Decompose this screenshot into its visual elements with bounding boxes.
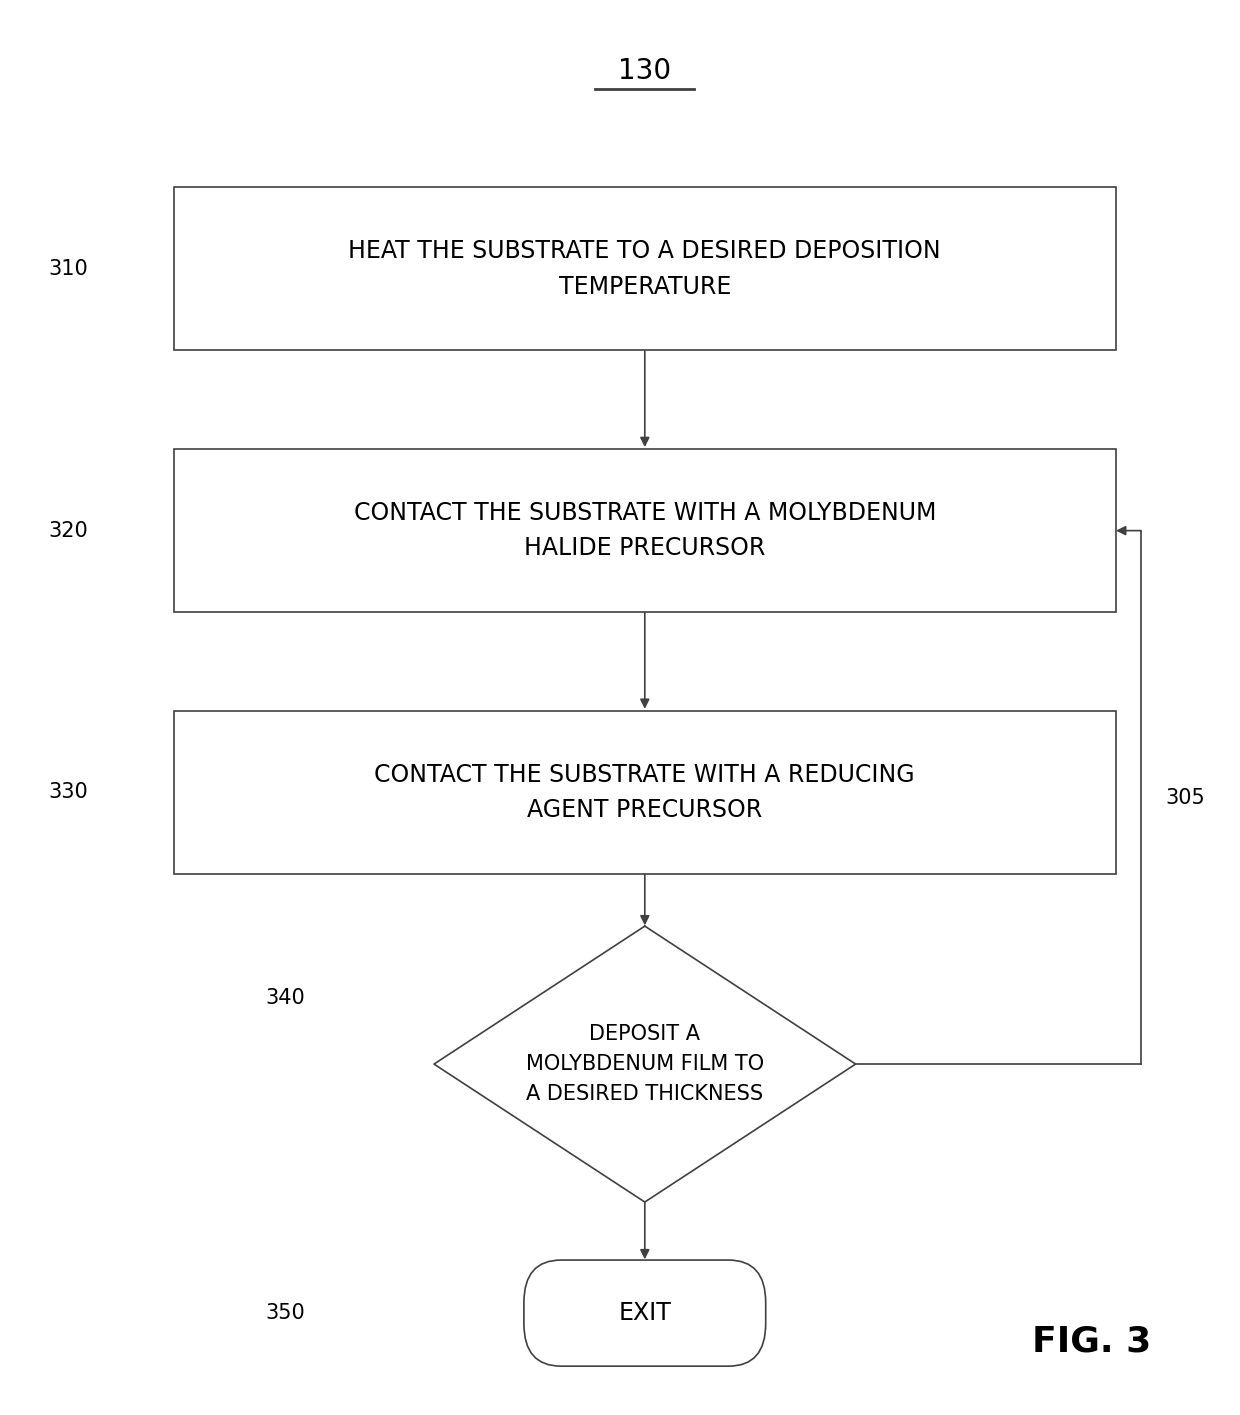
Text: 330: 330 [48,782,88,802]
Text: 310: 310 [48,259,88,279]
Text: CONTACT THE SUBSTRATE WITH A REDUCING
AGENT PRECURSOR: CONTACT THE SUBSTRATE WITH A REDUCING AG… [374,763,915,822]
Text: 350: 350 [265,1303,305,1323]
Text: 340: 340 [265,988,305,1007]
FancyBboxPatch shape [174,187,1116,350]
Text: 320: 320 [48,521,88,541]
Text: 305: 305 [1166,788,1205,808]
FancyBboxPatch shape [174,450,1116,611]
FancyBboxPatch shape [523,1261,765,1367]
Text: HEAT THE SUBSTRATE TO A DESIRED DEPOSITION
TEMPERATURE: HEAT THE SUBSTRATE TO A DESIRED DEPOSITI… [348,239,941,299]
Text: FIG. 3: FIG. 3 [1032,1324,1151,1358]
Text: 130: 130 [619,57,671,85]
Text: CONTACT THE SUBSTRATE WITH A MOLYBDENUM
HALIDE PRECURSOR: CONTACT THE SUBSTRATE WITH A MOLYBDENUM … [353,501,936,560]
Text: EXIT: EXIT [619,1302,671,1324]
FancyBboxPatch shape [174,712,1116,874]
Text: DEPOSIT A
MOLYBDENUM FILM TO
A DESIRED THICKNESS: DEPOSIT A MOLYBDENUM FILM TO A DESIRED T… [526,1024,764,1104]
